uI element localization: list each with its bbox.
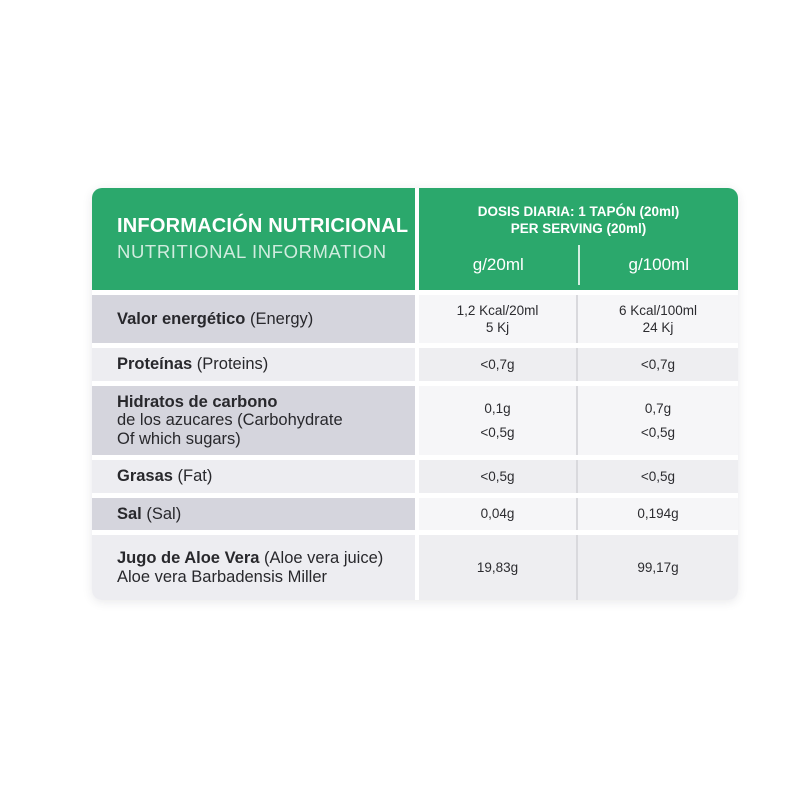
label-line: de los azucares (Carbohydrate [117, 411, 405, 430]
row-value-20ml: <0,7g [419, 348, 576, 381]
value-line-20ml: <0,5g [480, 468, 515, 484]
row-value-100ml: 99,17g [578, 535, 738, 600]
serving-info: DOSIS DIARIA: 1 TAPÓN (20ml) PER SERVING… [419, 188, 738, 237]
row-label: Valor energético (Energy) [92, 295, 415, 343]
row-label: Jugo de Aloe Vera (Aloe vera juice) Aloe … [92, 535, 415, 600]
row-value-20ml: 0,04g [419, 497, 576, 530]
value-line-20ml: 0,04g [480, 506, 515, 522]
title-spanish: INFORMACIÓN NUTRICIONAL [117, 215, 409, 237]
label-line: Valor energético (Energy) [117, 310, 405, 329]
value-line-100ml: 6 Kcal/100ml [618, 303, 698, 318]
row-value-20ml: 0,1g <0,5g [419, 385, 576, 455]
table-row: Jugo de Aloe Vera (Aloe vera juice) Aloe … [92, 535, 738, 600]
label-text-spanish: Grasas [117, 467, 178, 485]
value-line-100ml: <0,7g [640, 356, 676, 372]
serving-line-spanish: DOSIS DIARIA: 1 TAPÓN (20ml) [477, 204, 680, 219]
value-line-100ml: 99,17g [637, 560, 679, 575]
label-text-spanish: Jugo de Aloe Vera [117, 549, 265, 567]
label-text-english: (Fat) [177, 467, 213, 485]
header-vertical-divider [415, 188, 419, 290]
row-value-20ml: <0,5g [419, 460, 576, 493]
label-text-english: de los azucares (Carbohydrate [117, 411, 343, 429]
value-column-divider [576, 295, 578, 343]
value-column-divider [576, 348, 578, 381]
value-column-divider [576, 385, 578, 455]
row-label: Sal (Sal) [92, 497, 415, 530]
table-row: Grasas (Fat) <0,5g <0,5g [92, 460, 738, 493]
label-text-english: Aloe vera Barbadensis Miller [117, 567, 328, 586]
unit-column-divider [577, 244, 580, 285]
value-line-20ml: <0,7g [480, 356, 515, 372]
value-line-20ml: <0,5g [480, 424, 515, 440]
table-body: Valor energético (Energy) 1,2 Kcal/20ml 5… [92, 295, 738, 600]
label-text-english: (Proteins) [196, 355, 269, 373]
unit-column-20ml: g/20ml [472, 254, 524, 274]
title-english: NUTRITIONAL INFORMATION [117, 241, 387, 262]
label-text-english: (Aloe vera juice) [264, 549, 384, 567]
label-text-english: (Sal) [146, 504, 182, 523]
label-text-spanish: Hidratos de carbono [117, 392, 278, 411]
table-row: Valor energético (Energy) 1,2 Kcal/20ml 5… [92, 295, 738, 343]
label-line: Proteínas (Proteins) [117, 355, 405, 374]
header-title-section: INFORMACIÓN NUTRICIONAL NUTRITIONAL INFO… [92, 188, 415, 290]
label-line: Jugo de Aloe Vera (Aloe vera juice) [117, 549, 405, 568]
label-text-english: (Energy) [249, 309, 314, 328]
value-line-100ml: 24 Kj [642, 320, 674, 335]
label-text-english: Of which sugars) [117, 429, 241, 448]
value-line-20ml: 5 Kj [485, 320, 510, 335]
serving-line-english: PER SERVING (20ml) [510, 221, 647, 236]
value-line-20ml: 19,83g [476, 560, 519, 575]
label-line: Of which sugars) [117, 430, 405, 449]
row-label: Hidratos de carbono de los azucares (Carb… [92, 385, 415, 455]
unit-header-row: g/20ml g/100ml [419, 239, 738, 290]
label-text-spanish: Proteínas [117, 355, 197, 373]
label-text-spanish: Valor energético [117, 309, 250, 328]
row-value-100ml: 0,194g [578, 497, 738, 530]
nutrition-facts-card: INFORMACIÓN NUTRICIONAL NUTRITIONAL INFO… [92, 188, 738, 600]
label-line: Hidratos de carbono [117, 393, 405, 412]
value-line-20ml: 0,1g [484, 400, 511, 416]
row-label: Proteínas (Proteins) [92, 348, 415, 381]
label-line: Grasas (Fat) [117, 467, 405, 486]
label-line: Aloe vera Barbadensis Miller [117, 568, 405, 587]
row-value-100ml: 6 Kcal/100ml 24 Kj [578, 295, 738, 343]
table-row: Sal (Sal) 0,04g 0,194g [92, 497, 738, 530]
value-line-100ml: 0,7g [644, 400, 672, 416]
row-value-20ml: 19,83g [419, 535, 576, 600]
value-column-divider [576, 497, 578, 530]
label-line: Sal (Sal) [117, 505, 405, 524]
value-column-divider [576, 535, 578, 600]
header-serving-section: DOSIS DIARIA: 1 TAPÓN (20ml) PER SERVING… [419, 188, 738, 290]
row-label: Grasas (Fat) [92, 460, 415, 493]
table-header: INFORMACIÓN NUTRICIONAL NUTRITIONAL INFO… [92, 188, 738, 290]
value-line-100ml: 0,194g [637, 506, 679, 522]
row-value-100ml: 0,7g <0,5g [578, 385, 738, 455]
table-row: Hidratos de carbono de los azucares (Carb… [92, 385, 738, 455]
value-line-100ml: <0,5g [640, 424, 676, 440]
value-column-divider [576, 460, 578, 493]
unit-column-100ml: g/100ml [628, 254, 689, 274]
row-value-100ml: <0,7g [578, 348, 738, 381]
row-value-100ml: <0,5g [578, 460, 738, 493]
value-line-20ml: 1,2 Kcal/20ml [456, 303, 539, 318]
row-value-20ml: 1,2 Kcal/20ml 5 Kj [419, 295, 576, 343]
value-line-100ml: <0,5g [640, 468, 676, 484]
table-row: Proteínas (Proteins) <0,7g <0,7g [92, 348, 738, 381]
label-text-spanish: Sal [117, 504, 147, 523]
